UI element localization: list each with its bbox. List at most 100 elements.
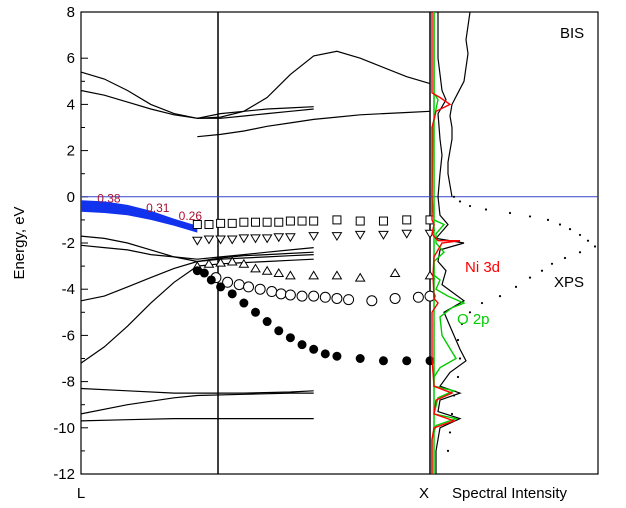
band-line: [197, 50, 431, 119]
open-circle-marker: [254, 283, 266, 295]
k-label-x: X: [419, 485, 429, 502]
xps-point: [448, 431, 452, 434]
xps-point: [456, 338, 460, 342]
triangle-up-marker: [238, 258, 250, 268]
xps-point: [446, 449, 450, 452]
filled-circle-marker: [332, 351, 342, 361]
filled-circle-marker: [297, 340, 307, 350]
triangle-up-marker: [203, 258, 215, 268]
open-circle-marker: [412, 291, 424, 303]
xps-point: [452, 195, 456, 198]
filled-circle-marker: [227, 289, 237, 299]
filled-circle-marker: [251, 307, 260, 317]
square-marker: [192, 220, 202, 230]
xps-point: [568, 228, 572, 231]
xps-point: [558, 223, 562, 226]
square-marker: [332, 215, 342, 225]
xps-point: [546, 218, 550, 221]
filled-circle-marker: [309, 344, 319, 354]
shaded-band: [81, 200, 198, 233]
spectra: [431, 11, 597, 474]
open-circle-marker: [266, 286, 278, 298]
y-tick-label: -12: [53, 466, 75, 483]
band-line: [80, 89, 314, 119]
xps-point: [458, 200, 462, 203]
filled-circle-marker: [320, 349, 330, 359]
xps-point: [586, 239, 590, 242]
xps-point: [528, 276, 532, 279]
open-circle-marker: [275, 288, 287, 300]
xps-point: [578, 233, 582, 237]
band-line: [80, 244, 314, 260]
y-tick-label: -2: [62, 235, 75, 252]
triangle-down-marker: [261, 234, 273, 244]
square-marker: [227, 218, 237, 228]
filled-circle-marker: [206, 275, 216, 285]
xps-point: [514, 285, 518, 288]
xps-point: [456, 375, 460, 379]
triangle-up-marker: [285, 270, 296, 280]
open-circle-marker: [389, 292, 401, 304]
y-tick-label: -10: [53, 420, 75, 437]
triangle-down-marker: [203, 235, 215, 245]
triangle-up-marker: [331, 270, 343, 280]
triangle-up-marker: [308, 270, 320, 280]
square-marker: [297, 216, 307, 226]
triangle-up-marker: [226, 256, 238, 266]
plot-frame: [80, 11, 599, 475]
filled-circle-marker: [274, 326, 284, 336]
square-marker: [355, 216, 365, 226]
filled-circle-marker: [262, 317, 272, 327]
y-tick-label: 4: [67, 96, 75, 113]
square-marker: [204, 220, 214, 230]
ni3d-label: Ni 3d: [465, 259, 500, 276]
xps-point: [468, 311, 472, 314]
square-marker: [402, 215, 412, 225]
band-line: [80, 387, 314, 394]
filled-circle-marker: [355, 354, 365, 363]
xps-point: [508, 211, 512, 215]
triangle-down-marker: [378, 230, 389, 240]
xps-point: [480, 301, 484, 305]
open-circle-marker: [331, 292, 343, 304]
markers: [191, 215, 436, 366]
triangle-up-marker: [354, 272, 366, 282]
open-circle-marker: [296, 290, 308, 302]
y-axis-label: Energy, eV: [11, 206, 28, 279]
xps-point: [450, 412, 454, 416]
xps-point: [498, 295, 502, 298]
y-tick-label: 0: [67, 189, 75, 206]
band-line: [80, 418, 314, 422]
triangle-down-marker: [191, 236, 203, 246]
filled-circle-marker: [239, 298, 249, 308]
band-width-label: 0.26: [179, 209, 203, 223]
triangle-down-marker: [250, 234, 261, 244]
xps-point: [484, 208, 488, 211]
y-tick-label: 6: [67, 50, 75, 67]
triangle-down-marker: [215, 235, 226, 245]
band-line: [80, 392, 314, 415]
square-marker: [285, 216, 295, 226]
y-tick-label: 8: [67, 4, 75, 21]
triangle-down-marker: [238, 234, 250, 244]
open-circle-marker: [319, 291, 331, 303]
open-circle-marker: [284, 289, 296, 301]
filled-circle-marker: [378, 356, 388, 366]
xps-point: [468, 204, 472, 208]
square-marker: [251, 217, 260, 227]
y-tick-label: 2: [67, 143, 75, 160]
y-tick-label: -8: [62, 374, 75, 391]
triangle-down-marker: [273, 233, 285, 243]
k-label-l: L: [77, 485, 85, 502]
band-line: [197, 110, 431, 138]
triangle-down-marker: [285, 233, 296, 243]
band-area: 0.38 0.31 0.26: [81, 192, 202, 233]
filled-circle-marker: [199, 268, 209, 278]
triangle-down-marker: [331, 232, 343, 242]
square-marker: [309, 216, 319, 226]
square-marker: [216, 218, 226, 228]
open-circle-marker: [308, 290, 320, 302]
axes: 8 6 4 2 0 -2 -4 -6 -8 -10 -12L X: [53, 4, 599, 502]
open-circle-marker: [243, 281, 255, 293]
open-circle-marker: [233, 279, 245, 291]
